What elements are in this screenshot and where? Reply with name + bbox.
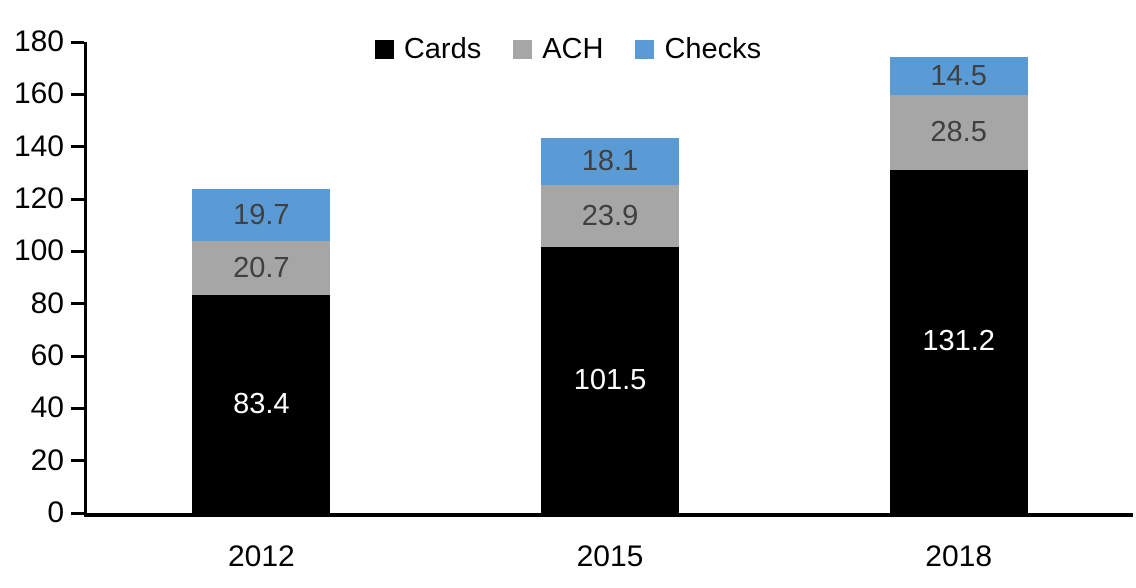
ach-swatch-icon	[513, 39, 533, 59]
y-axis-tick	[71, 354, 84, 358]
bar-segment-cards-2018: 131.2	[889, 169, 1028, 513]
legend-label-cards: Cards	[403, 33, 482, 65]
y-axis-tick-label: 80	[30, 286, 64, 320]
y-axis-tick	[71, 406, 84, 410]
y-axis-tick-label: 20	[30, 443, 64, 477]
y-axis-tick	[71, 92, 84, 96]
y-axis-tick-label: 160	[13, 77, 64, 111]
x-axis-line	[84, 513, 1133, 517]
y-axis-line	[84, 42, 87, 517]
y-axis-tick	[71, 40, 84, 44]
x-axis-category-label: 2012	[227, 540, 295, 573]
y-axis-tick-label: 140	[13, 129, 64, 163]
bar-value-label: 83.4	[233, 387, 290, 420]
bar-value-label: 131.2	[922, 325, 995, 358]
y-axis-tick-label: 60	[30, 339, 64, 372]
x-axis-category-label: 2018	[925, 540, 993, 573]
bar-value-label: 23.9	[581, 200, 639, 233]
x-axis-category-label: 2015	[576, 540, 644, 573]
y-axis-tick	[71, 145, 84, 149]
legend-item-cards: Cards	[374, 33, 482, 65]
bar-segment-ach-2018: 28.5	[889, 95, 1028, 170]
bar-segment-checks-2012: 19.7	[192, 189, 331, 241]
y-axis-tick-label: 120	[13, 182, 64, 215]
y-axis-tick-label: 0	[47, 496, 64, 529]
legend-item-checks: Checks	[635, 34, 761, 64]
y-axis-tick-label: 40	[30, 391, 64, 425]
y-axis-tick-label: 100	[13, 234, 64, 268]
y-axis-tick	[71, 511, 84, 515]
legend-item-ach: ACH	[513, 34, 603, 64]
bar-value-label: 18.1	[581, 145, 639, 178]
bar-value-label: 20.7	[233, 251, 290, 284]
bar-value-label: 14.5	[930, 60, 987, 93]
cards-swatch-icon	[374, 39, 394, 59]
bar-segment-checks-2015: 18.1	[541, 137, 679, 185]
y-axis-tick	[71, 197, 84, 201]
legend-label-checks: Checks	[664, 33, 762, 65]
bar-segment-ach-2015: 23.9	[541, 184, 679, 248]
y-axis-tick-label: 180	[13, 25, 64, 58]
bar-segment-checks-2018: 14.5	[889, 57, 1028, 96]
bar-segment-ach-2012: 20.7	[192, 240, 331, 295]
bar-value-label: 28.5	[930, 116, 987, 149]
y-axis-tick	[71, 459, 84, 463]
bar-value-label: 19.7	[233, 198, 290, 231]
bar-value-label: 101.5	[573, 364, 647, 397]
chart-legend: Cards ACH Checks	[0, 34, 1136, 64]
y-axis-tick	[71, 302, 84, 306]
legend-label-ach: ACH	[542, 33, 604, 65]
y-axis-tick	[71, 249, 84, 253]
bar-segment-cards-2015: 101.5	[541, 247, 679, 513]
checks-swatch-icon	[635, 39, 655, 59]
bar-segment-cards-2012: 83.4	[192, 294, 331, 513]
